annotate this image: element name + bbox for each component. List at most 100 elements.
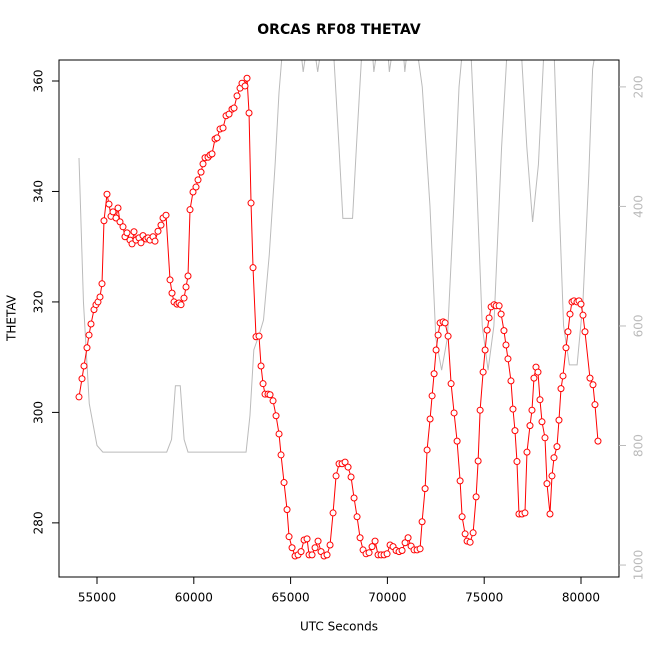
data-point <box>483 326 491 334</box>
data-point <box>458 513 466 521</box>
data-point <box>495 302 503 310</box>
data-point <box>259 380 267 388</box>
data-point <box>447 380 455 388</box>
data-point <box>434 331 442 339</box>
y2-tick-label: 800 <box>632 434 646 457</box>
x-tick-label: 55000 <box>78 591 116 605</box>
data-point <box>288 544 296 552</box>
data-point <box>285 533 293 541</box>
x-tick-label: 70000 <box>368 591 406 605</box>
data-point <box>543 480 551 488</box>
data-point <box>546 510 554 518</box>
data-point <box>182 283 190 291</box>
data-point <box>562 344 570 352</box>
data-point <box>80 362 88 370</box>
y2-tick-label: 200 <box>632 75 646 98</box>
data-point <box>308 551 316 559</box>
data-point <box>225 110 233 118</box>
y-tick-label: 360 <box>32 70 46 93</box>
data-point <box>245 109 253 117</box>
data-point <box>350 494 358 502</box>
data-point <box>553 443 561 451</box>
data-point <box>401 539 409 547</box>
data-point <box>241 82 249 90</box>
data-point <box>137 239 145 247</box>
data-point <box>151 237 159 245</box>
data-point <box>502 341 510 349</box>
data-point <box>266 391 274 399</box>
data-point <box>538 418 546 426</box>
data-point <box>168 289 176 297</box>
data-point <box>476 406 484 414</box>
data-point <box>426 415 434 423</box>
data-point <box>586 374 594 382</box>
data-point <box>577 300 585 308</box>
data-point <box>594 437 602 445</box>
data-point <box>353 513 361 521</box>
data-point <box>461 530 469 538</box>
series-line <box>78 60 595 453</box>
data-point <box>421 485 429 493</box>
data-point <box>98 280 106 288</box>
data-point <box>564 328 572 336</box>
y-tick-label: 320 <box>32 290 46 313</box>
data-point <box>311 544 319 552</box>
data-point <box>199 160 207 168</box>
data-point <box>332 472 340 480</box>
y2-tick-label: 1000 <box>632 550 646 581</box>
data-point <box>450 409 458 417</box>
data-point <box>162 211 170 219</box>
data-point <box>497 310 505 318</box>
data-point <box>123 229 131 237</box>
data-point <box>96 293 104 301</box>
data-point <box>432 346 440 354</box>
data-point <box>530 374 538 382</box>
data-point <box>192 183 200 191</box>
data-point <box>280 479 288 487</box>
data-point <box>430 370 438 378</box>
data-point <box>526 422 534 430</box>
data-point <box>548 472 556 480</box>
data-point <box>297 548 305 556</box>
y-axis-label: THETAV <box>5 294 19 342</box>
y-tick-label: 280 <box>32 511 46 534</box>
data-point <box>521 509 529 517</box>
data-point <box>208 150 216 158</box>
data-point <box>85 331 93 339</box>
data-point <box>536 396 544 404</box>
data-point <box>194 176 202 184</box>
data-point <box>180 294 188 302</box>
data-point <box>243 74 251 82</box>
data-point <box>87 320 95 328</box>
data-point <box>130 228 138 236</box>
data-point <box>83 344 91 352</box>
x-tick-label: 80000 <box>562 591 600 605</box>
data-point <box>323 551 331 559</box>
data-point <box>481 346 489 354</box>
data-point <box>365 549 373 557</box>
data-point <box>504 355 512 363</box>
data-point <box>213 134 221 142</box>
y-tick-label: 340 <box>32 180 46 203</box>
data-point <box>550 454 558 462</box>
data-point <box>103 190 111 198</box>
data-point <box>303 535 311 543</box>
data-point <box>233 92 241 100</box>
x-axis-label: UTC Seconds <box>300 620 378 634</box>
data-point <box>566 310 574 318</box>
data-point <box>581 328 589 336</box>
data-point <box>75 393 83 401</box>
data-point <box>347 473 355 481</box>
data-point <box>472 493 480 501</box>
data-point <box>189 188 197 196</box>
data-point <box>219 124 227 132</box>
data-point <box>579 311 587 319</box>
data-point <box>275 430 283 438</box>
data-point <box>479 368 487 376</box>
data-point <box>356 534 364 542</box>
data-point <box>326 541 334 549</box>
plot-frame <box>58 59 620 578</box>
data-point <box>154 227 162 235</box>
